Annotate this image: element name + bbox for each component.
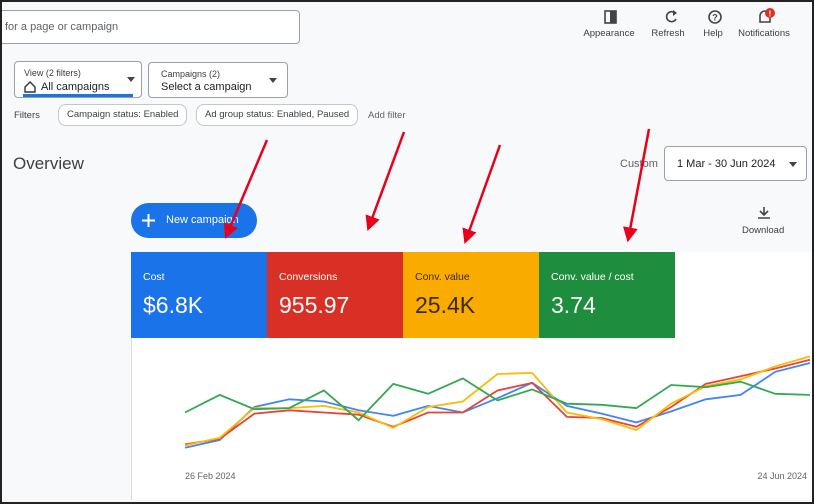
- metric-tile[interactable]: Conv. value / cost 3.74: [539, 252, 675, 338]
- range-label: Custom: [620, 158, 658, 170]
- toolbar-label[interactable]: Help: [703, 28, 723, 39]
- new-campaign-label: New campaign: [166, 214, 239, 226]
- overview-title: Overview: [13, 154, 84, 173]
- download-label[interactable]: Download: [742, 225, 785, 236]
- metric-tile[interactable]: Cost $6.8K: [131, 252, 267, 338]
- toolbar-label[interactable]: Appearance: [583, 28, 635, 39]
- filters-label: Filters: [14, 110, 40, 121]
- view-filter[interactable]: View (2 filters) All campaigns: [14, 61, 142, 98]
- toolbar-label[interactable]: Refresh: [651, 28, 685, 39]
- selected-underline: [23, 94, 133, 97]
- metric-label: Conversions: [279, 271, 338, 283]
- campaign-filter[interactable]: Campaigns (2) Select a campaign: [148, 62, 288, 98]
- metric-value: 3.74: [551, 292, 596, 318]
- metric-value: $6.8K: [143, 292, 204, 318]
- plus-icon: [142, 214, 155, 227]
- line-chart: 26 Feb 2024 24 Jun 2024: [184, 355, 811, 481]
- toolbar-icons: ? !: [604, 8, 775, 24]
- view-value: All campaigns: [41, 81, 110, 93]
- metric-tile[interactable]: Conv. value 25.4K: [403, 252, 539, 338]
- svg-text:!: !: [769, 10, 772, 19]
- search-box[interactable]: for a page or campaign: [2, 10, 300, 44]
- metric-tile[interactable]: Conversions 955.97: [267, 252, 403, 338]
- add-filter[interactable]: Add filter: [368, 110, 406, 121]
- x-label: 26 Feb 2024: [185, 471, 236, 481]
- campaign-value: Select a campaign: [161, 81, 252, 93]
- home-icon: [24, 81, 36, 93]
- metric-label: Conv. value / cost: [551, 271, 634, 283]
- metric-value: 25.4K: [415, 292, 476, 318]
- search-placeholder: for a page or campaign: [5, 21, 119, 33]
- view-label: View (2 filters): [24, 68, 81, 78]
- date-picker[interactable]: 1 Mar - 30 Jun 2024: [664, 146, 807, 181]
- toolbar-label[interactable]: Notifications: [738, 28, 790, 39]
- series-line: [184, 362, 811, 449]
- dropdown-icon: [269, 78, 277, 83]
- metric-label: Cost: [143, 271, 165, 283]
- series-line: [184, 377, 811, 422]
- x-label: 24 Jun 2024: [757, 471, 807, 481]
- metric-label: Conv. value: [415, 271, 470, 283]
- dropdown-icon: [127, 77, 135, 82]
- campaign-label: Campaigns (2): [161, 69, 221, 79]
- series-line: [184, 358, 811, 446]
- dropdown-icon: [789, 162, 797, 167]
- date-range: 1 Mar - 30 Jun 2024: [677, 158, 776, 170]
- metric-value: 955.97: [279, 292, 350, 318]
- download-icon: [758, 207, 770, 219]
- filter-chip[interactable]: Campaign status: Enabled: [58, 104, 188, 126]
- svg-text:?: ?: [712, 13, 718, 23]
- filter-chip[interactable]: Ad group status: Enabled, Paused: [196, 104, 359, 126]
- new-campaign-button[interactable]: New campaign: [131, 203, 257, 238]
